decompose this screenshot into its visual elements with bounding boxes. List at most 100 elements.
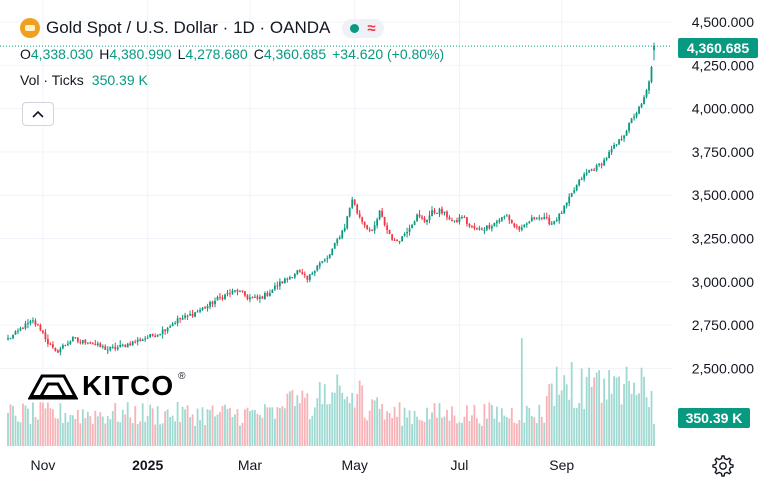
candle-body	[146, 337, 149, 339]
volume-bar	[575, 408, 578, 446]
time-axis[interactable]: Nov 2025 Mar May Jul Sep	[30, 457, 574, 473]
close-value: 4,360.685	[263, 46, 327, 62]
volume-bar	[333, 392, 336, 446]
candle-body	[421, 216, 423, 219]
volume-bar	[101, 416, 104, 446]
kitco-registered-mark: ®	[178, 370, 186, 382]
volume-bar	[129, 417, 132, 446]
candle-body	[171, 323, 174, 327]
volume-bar	[201, 407, 204, 446]
candle-body	[453, 220, 456, 222]
volume-bar	[346, 396, 349, 446]
volume-bar	[286, 393, 289, 446]
status-pill[interactable]: ≈	[342, 18, 384, 38]
volume-bar	[453, 415, 456, 446]
volume-bar	[56, 418, 59, 446]
candle-body	[169, 326, 172, 328]
volume-bar	[503, 415, 506, 446]
candle-body	[239, 290, 241, 292]
volume-bar	[306, 393, 309, 446]
volume-bar	[568, 399, 571, 446]
volume-bar	[398, 402, 401, 446]
time-tick-label: Mar	[238, 457, 262, 473]
volume-bar	[7, 412, 9, 446]
volume-bar	[24, 405, 27, 446]
volume-bar	[47, 402, 49, 446]
candle-body	[111, 346, 114, 348]
price-axis[interactable]: 4,500.000 4,250.000 4,000.000 3,750.000 3,50…	[692, 14, 754, 376]
collapse-legend-button[interactable]	[22, 102, 54, 126]
volume-bar	[114, 402, 117, 446]
candle-body	[645, 90, 648, 97]
volume-bar	[226, 408, 229, 446]
candle-body	[84, 339, 87, 343]
volume-bar	[643, 376, 645, 446]
volume-legend[interactable]: Vol · Ticks 350.39 K	[20, 72, 148, 88]
candle-body	[558, 213, 561, 221]
candle-body	[495, 221, 498, 224]
candle-body	[463, 216, 466, 218]
volume-bar	[463, 416, 466, 446]
candle-body	[331, 248, 334, 256]
candle-body	[316, 265, 319, 271]
price-tick-label: 3,500.000	[692, 187, 754, 203]
candle-body	[461, 216, 463, 218]
candle-body	[598, 163, 601, 166]
candle-body	[298, 270, 301, 272]
candle-body	[159, 333, 162, 336]
candle-body	[226, 293, 229, 295]
candle-body	[308, 274, 311, 281]
candle-body	[29, 321, 32, 324]
volume-bar	[433, 403, 436, 446]
candle-body	[358, 213, 361, 218]
volume-bar	[418, 419, 421, 446]
candle-body	[356, 204, 359, 214]
candle-body	[608, 151, 611, 159]
candle-body	[368, 229, 371, 231]
candle-body	[525, 223, 528, 225]
candle-body	[471, 226, 473, 228]
volume-bar	[131, 423, 134, 446]
volume-bar	[396, 416, 398, 446]
volume-bar	[54, 418, 57, 446]
candle-body	[209, 301, 211, 307]
price-tick-label: 4,000.000	[692, 101, 754, 117]
candle-body	[451, 219, 453, 221]
volume-bar	[204, 425, 206, 446]
volume-bar	[169, 416, 172, 446]
volume-bar	[328, 403, 331, 446]
candle-body	[530, 217, 533, 222]
volume-bar	[244, 409, 246, 446]
volume-bar	[109, 419, 112, 446]
volume-bar	[565, 384, 568, 446]
volume-bar	[366, 420, 369, 446]
candle-body	[51, 344, 54, 348]
volume-bar	[166, 409, 169, 446]
candle-body	[34, 320, 37, 325]
candle-body	[323, 259, 326, 261]
candle-body	[229, 293, 231, 295]
candle-body	[64, 344, 67, 346]
candle-body	[398, 241, 401, 243]
candle-body	[296, 270, 299, 275]
volume-bar	[650, 390, 653, 446]
candle-body	[32, 320, 34, 322]
volume-bar	[331, 392, 334, 446]
candle-body	[151, 334, 154, 336]
candle-body	[126, 343, 129, 348]
volume-bar	[406, 417, 408, 446]
volume-bar	[12, 405, 14, 446]
volume-bar	[156, 406, 159, 446]
candle-body	[441, 208, 443, 214]
volume-bar	[523, 422, 526, 446]
candle-body	[363, 222, 366, 226]
candle-body	[76, 337, 79, 342]
volume-bar	[164, 411, 167, 446]
gear-icon[interactable]	[712, 455, 734, 477]
candle-body	[538, 217, 541, 219]
symbol-legend[interactable]: Gold Spot / U.S. Dollar · 1D · OANDA ≈	[20, 18, 384, 38]
candle-body	[650, 67, 653, 82]
candle-body	[311, 273, 314, 275]
